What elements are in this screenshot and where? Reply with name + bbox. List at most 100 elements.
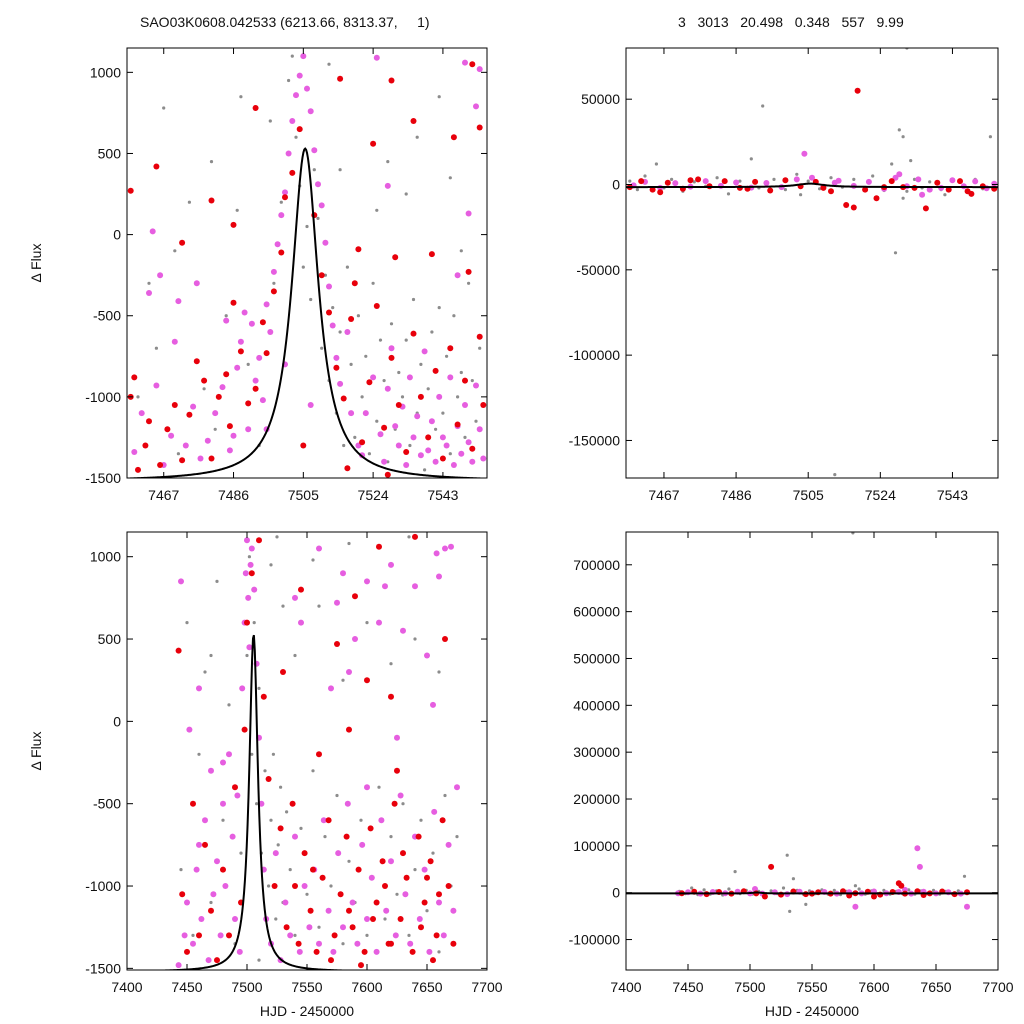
data-point-red bbox=[292, 883, 298, 889]
data-point-magenta bbox=[430, 701, 436, 708]
data-point-red bbox=[445, 883, 452, 889]
data-point-magenta bbox=[454, 784, 460, 791]
data-point-red bbox=[403, 449, 410, 455]
data-point-gray bbox=[342, 443, 346, 448]
y-tick-label: 100000 bbox=[573, 838, 620, 854]
data-point-red bbox=[265, 776, 272, 782]
data-point-gray bbox=[783, 188, 788, 192]
data-point-gray bbox=[690, 886, 694, 890]
data-point-magenta bbox=[217, 932, 224, 939]
data-point-gray bbox=[197, 752, 201, 756]
data-point-gray bbox=[255, 802, 259, 806]
data-point-red bbox=[850, 204, 857, 211]
y-tick-label: -1500 bbox=[85, 470, 121, 486]
data-point-magenta bbox=[445, 841, 452, 848]
data-point-gray bbox=[395, 892, 399, 896]
x-tick-label: 7550 bbox=[291, 979, 322, 995]
data-point-gray bbox=[772, 177, 776, 181]
data-point-red bbox=[376, 543, 382, 550]
data-point-red bbox=[370, 916, 376, 922]
data-point-gray bbox=[136, 395, 140, 399]
data-point-gray bbox=[890, 162, 894, 166]
y-axis-label: Δ Flux bbox=[28, 244, 44, 283]
data-point-gray bbox=[377, 785, 381, 789]
data-point-magenta bbox=[196, 685, 202, 692]
data-point-magenta bbox=[274, 241, 281, 248]
data-point-red bbox=[370, 140, 377, 147]
data-point-gray bbox=[257, 686, 261, 691]
data-point-red bbox=[638, 178, 645, 185]
data-point-magenta bbox=[131, 449, 138, 455]
data-point-magenta bbox=[407, 940, 414, 947]
data-point-magenta bbox=[793, 176, 800, 183]
data-point-magenta bbox=[234, 364, 241, 371]
data-point-red bbox=[319, 874, 326, 881]
data-point-red bbox=[957, 178, 963, 185]
data-point-red bbox=[296, 126, 303, 133]
data-point-red bbox=[171, 402, 178, 408]
data-point-gray bbox=[147, 281, 151, 285]
data-point-red bbox=[364, 677, 370, 684]
data-point-red bbox=[259, 319, 266, 326]
data-point-magenta bbox=[239, 685, 246, 692]
data-point-red bbox=[179, 239, 186, 246]
data-point-magenta bbox=[259, 397, 266, 404]
data-point-magenta bbox=[450, 907, 457, 914]
data-point-gray bbox=[893, 251, 898, 255]
data-point-gray bbox=[187, 200, 191, 204]
data-point-gray bbox=[478, 346, 482, 350]
data-point-gray bbox=[755, 971, 758, 974]
data-point-gray bbox=[227, 703, 231, 707]
data-point-gray bbox=[329, 884, 333, 888]
data-point-magenta bbox=[322, 239, 329, 246]
data-point-magenta bbox=[426, 948, 433, 955]
data-point-gray bbox=[459, 249, 463, 253]
data-point-gray bbox=[250, 752, 254, 756]
data-point-red bbox=[469, 445, 476, 452]
data-point-red bbox=[388, 940, 394, 947]
data-point-magenta bbox=[190, 940, 196, 947]
data-point-gray bbox=[327, 62, 331, 66]
data-point-magenta bbox=[388, 858, 394, 865]
data-point-gray bbox=[413, 637, 417, 641]
data-point-magenta bbox=[410, 434, 417, 441]
data-point-red bbox=[695, 176, 702, 183]
data-point-magenta bbox=[335, 850, 342, 857]
y-axis-label: Δ Flux bbox=[28, 732, 44, 771]
data-point-magenta bbox=[436, 899, 442, 906]
data-point-magenta bbox=[370, 374, 377, 381]
data-point-gray bbox=[311, 558, 315, 562]
data-point-red bbox=[343, 833, 350, 840]
data-point-red bbox=[346, 726, 352, 733]
x-tick-label: 7467 bbox=[148, 487, 179, 503]
data-point-red bbox=[417, 393, 424, 400]
data-point-magenta bbox=[270, 268, 277, 275]
data-point-red bbox=[277, 825, 284, 832]
data-point-magenta bbox=[285, 150, 292, 157]
data-point-red bbox=[388, 693, 394, 700]
data-point-red bbox=[214, 957, 220, 964]
x-tick-label: 7450 bbox=[672, 979, 703, 995]
panel-top-right: 7467 7486 7505 7524 7543 -150000 -100000 -50000… bbox=[569, 47, 999, 503]
data-point-gray bbox=[912, 177, 917, 181]
data-point-red bbox=[358, 962, 364, 969]
data-point-gray bbox=[404, 338, 408, 342]
data-point-magenta bbox=[916, 863, 923, 870]
data-point-red bbox=[427, 858, 434, 865]
plot-area bbox=[626, 532, 998, 974]
data-point-red bbox=[922, 205, 929, 212]
x-axis-label: HJD - 2450000 bbox=[765, 1003, 859, 1019]
data-point-red bbox=[237, 348, 244, 355]
y-tick-label: 50000 bbox=[581, 91, 620, 107]
data-point-magenta bbox=[473, 382, 479, 389]
data-point-gray bbox=[356, 314, 360, 318]
data-point-gray bbox=[221, 818, 225, 822]
data-point-gray bbox=[628, 179, 632, 183]
data-point-red bbox=[424, 874, 430, 881]
data-point-red bbox=[384, 471, 391, 478]
y-tick-label: -100000 bbox=[569, 347, 621, 363]
data-point-magenta bbox=[278, 212, 285, 219]
data-point-magenta bbox=[232, 916, 238, 922]
data-point-magenta bbox=[349, 899, 356, 906]
data-point-magenta bbox=[307, 402, 314, 408]
